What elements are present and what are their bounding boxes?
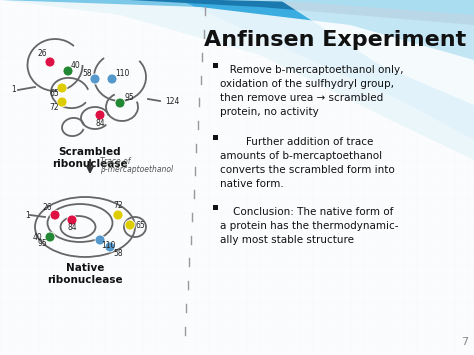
Text: Scrambled
ribonuclease: Scrambled ribonuclease — [52, 147, 128, 169]
Text: 124: 124 — [165, 97, 179, 105]
Circle shape — [115, 98, 125, 108]
Text: 95: 95 — [37, 239, 47, 247]
Text: 1: 1 — [12, 86, 17, 94]
Text: 40: 40 — [71, 60, 81, 70]
Circle shape — [45, 232, 55, 242]
Polygon shape — [220, 0, 474, 15]
Polygon shape — [280, 0, 474, 105]
Polygon shape — [0, 0, 474, 160]
Bar — [213, 135, 218, 140]
Text: Conclusion: The native form of
a protein has the thermodynamic-
ally most stable: Conclusion: The native form of a protein… — [220, 207, 399, 245]
Circle shape — [45, 57, 55, 67]
Text: 1: 1 — [26, 211, 30, 219]
Circle shape — [63, 66, 73, 76]
Text: Trace of: Trace of — [100, 158, 130, 166]
Circle shape — [105, 242, 115, 252]
Text: 26: 26 — [42, 202, 52, 212]
Bar — [213, 63, 218, 68]
Circle shape — [95, 110, 105, 120]
Text: Anfinsen Experiment: Anfinsen Experiment — [204, 30, 466, 50]
Text: 40: 40 — [33, 233, 43, 241]
Bar — [213, 205, 218, 210]
Text: 72: 72 — [49, 104, 59, 113]
Text: 110: 110 — [115, 69, 129, 77]
Circle shape — [107, 74, 117, 84]
Text: 58: 58 — [113, 248, 123, 257]
Text: β-mercaptoethanol: β-mercaptoethanol — [100, 164, 173, 174]
Text: Further addition of trace
amounts of b-mercaptoethanol
converts the scrambled fo: Further addition of trace amounts of b-m… — [220, 137, 395, 189]
Circle shape — [95, 235, 105, 245]
Circle shape — [50, 210, 60, 220]
Circle shape — [57, 83, 67, 93]
Circle shape — [125, 220, 135, 230]
Circle shape — [57, 97, 67, 107]
Circle shape — [90, 74, 100, 84]
Text: 65: 65 — [135, 220, 145, 229]
Text: 58: 58 — [82, 69, 92, 77]
Polygon shape — [180, 0, 474, 140]
Circle shape — [113, 210, 123, 220]
Text: Native
ribonuclease: Native ribonuclease — [47, 263, 123, 285]
Text: 84: 84 — [67, 224, 77, 233]
Text: 110: 110 — [101, 241, 115, 251]
Text: 84: 84 — [95, 119, 105, 127]
Text: 72: 72 — [113, 202, 123, 211]
Text: 26: 26 — [37, 49, 47, 59]
Text: 95: 95 — [124, 93, 134, 103]
Text: Remove b-mercaptoethanol only,
oxidation of the sulfhydryl group,
then remove ur: Remove b-mercaptoethanol only, oxidation… — [220, 65, 403, 117]
Polygon shape — [130, 0, 474, 25]
Circle shape — [67, 215, 77, 225]
Text: 65: 65 — [49, 89, 59, 98]
Text: 7: 7 — [461, 337, 468, 347]
